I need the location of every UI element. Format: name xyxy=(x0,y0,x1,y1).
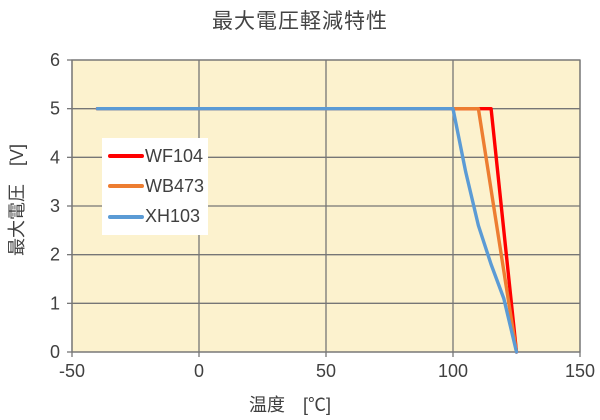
y-axis-title: 最大電圧 [V] xyxy=(7,144,27,257)
y-tick-label: 3 xyxy=(50,196,60,216)
series-line-xh103 xyxy=(95,107,519,354)
legend-label-wf104: WF104 xyxy=(145,145,204,166)
y-tick-label: 0 xyxy=(50,342,60,362)
y-tick-label: 6 xyxy=(50,50,60,70)
y-tick-label: 4 xyxy=(50,147,60,167)
x-tick-label: 0 xyxy=(194,361,204,381)
y-tick-label: 5 xyxy=(50,99,60,119)
legend-label-wb473: WB473 xyxy=(145,175,205,196)
y-tick-label: 1 xyxy=(50,293,60,313)
legend-item-wb473: WB473 xyxy=(102,176,208,197)
x-tick-label: 150 xyxy=(565,361,595,381)
legend-swatch-xh103 xyxy=(108,214,144,219)
chart-title: 最大電圧軽減特性 xyxy=(212,10,388,33)
x-tick-label: -50 xyxy=(59,361,85,381)
x-tick-label: 100 xyxy=(438,361,468,381)
legend-swatch-wb473 xyxy=(108,184,144,189)
legend-swatch-wf104 xyxy=(108,154,144,159)
y-tick-label: 2 xyxy=(50,245,60,265)
plot-border xyxy=(71,59,581,353)
x-tick-label: 50 xyxy=(316,361,336,381)
legend-item-wf104: WF104 xyxy=(102,146,208,167)
legend: WF104 WB473 XH103 xyxy=(102,138,208,235)
legend-label-xh103: XH103 xyxy=(145,206,201,227)
legend-item-xh103: XH103 xyxy=(102,206,208,227)
x-axis-title: 温度 [℃] xyxy=(248,395,331,415)
